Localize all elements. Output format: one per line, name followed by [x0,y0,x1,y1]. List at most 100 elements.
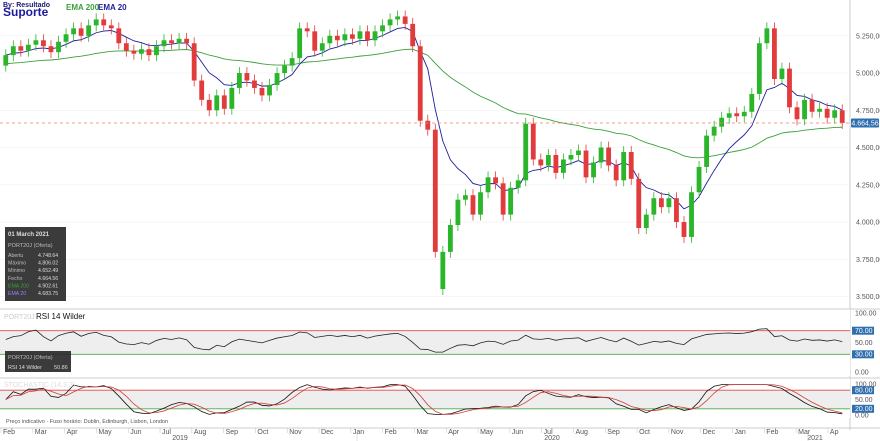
candle-body [138,49,144,54]
candle-body [282,65,288,74]
info-row-value: 4.652.49 [38,268,58,274]
candle-body [560,159,566,173]
candle-body [101,19,107,26]
svg-text:4.664,56: 4.664,56 [851,120,878,127]
candle-body [771,28,777,80]
candle-body [756,43,762,94]
rsi-faded-label: PORT20J [4,314,35,321]
rsi-tick-label: 100.00 [855,310,877,317]
ema200-path [5,48,843,159]
candle-body [93,19,99,26]
candle-body [342,34,348,41]
month-label: Ap [830,429,839,436]
candle-body [500,183,506,215]
ema20-legend[interactable]: EMA 20 [98,3,127,12]
candle-body [704,135,710,167]
info-row-value: 4.664.56 [38,276,58,282]
candle-body [726,113,732,118]
candle-body [63,34,69,42]
stoch-tick-label: 20.00 [855,406,873,413]
info-row-label: Abertu [8,253,23,259]
stoch-band [0,390,850,409]
stoch-d-line [5,384,843,415]
candle-body [214,95,220,111]
info-row-label: Máximo [8,261,26,267]
candle-body [334,35,340,41]
month-label: Apr [448,429,460,436]
candle-body [199,80,205,100]
candle-body [817,108,823,112]
candle-body [689,192,694,237]
month-label: Nov [289,429,302,436]
candle-body [380,25,385,32]
candle-body [591,162,596,178]
candle-body [824,108,830,118]
month-label: Apr [67,429,79,436]
ema200-legend[interactable]: EMA 200 [66,3,100,12]
candle-body [658,198,664,208]
candle-body [764,28,770,44]
candle-body [108,25,114,29]
rsi-tick-label: 30.00 [855,352,873,359]
rsi-tick-highlight [852,326,874,335]
candle-body [349,34,355,39]
candle-body [613,165,619,181]
candle-body [78,28,84,36]
overlay-title: Suporte [3,5,49,19]
rsi-info-label: RSI 14 Wilder [8,365,42,371]
candle-body [236,73,242,88]
rsi-info-panel: PORT20J (Oferta) RSI 14 Wilder 50.86 [5,351,71,372]
month-label: Mar [416,429,429,436]
candle-body [33,40,39,45]
candle-body [3,55,9,66]
time-axis-years: 2019 2020 2021 [172,434,823,441]
month-label: May [98,429,112,436]
month-label: Dec [321,429,334,436]
candle-body [749,93,755,112]
candle-body [327,35,333,44]
rsi-band [0,330,850,355]
stoch-tick-label: 0.00 [855,412,869,419]
candle-body [425,120,431,130]
candle-body [229,87,235,109]
ema20-line [5,26,843,210]
candle-body [169,40,174,44]
stoch-k-line [5,384,843,415]
candle-body [576,150,581,155]
candle-body [25,44,31,51]
footer-note: Preço indicativo · Fuso horário: Dublin,… [6,419,168,425]
candle-body [191,43,197,81]
candle-body [86,25,92,36]
year-label: 2020 [544,435,560,441]
current-price-tag[interactable]: 4.664,56 [851,118,879,128]
month-label: Mar [35,429,48,436]
candle-body [643,214,649,229]
candle-body [515,180,521,188]
candle-body [440,251,446,290]
candle-body [116,28,122,44]
candle-body [387,19,393,26]
candle-body [741,111,747,117]
month-label: Feb [3,429,15,436]
rsi-title: RSI 14 Wilder [36,312,86,321]
candle-body [41,40,46,47]
rsi-tick-label: 0.00 [855,369,869,376]
candle-body [395,16,401,20]
month-label: May [480,429,494,436]
candle-body [18,46,24,51]
candle-body [161,40,167,47]
month-label: Dec [703,429,716,436]
candle-body [402,16,408,24]
candle-body [417,46,423,121]
price-tick-label: 4.750,00 [856,108,880,115]
candle-body [123,43,129,51]
candle-body [674,198,679,223]
candle-body [357,31,363,39]
candle-body [779,68,785,80]
stoch-tick-label: 50.00 [855,397,873,404]
candle-body [583,150,589,178]
candle-body [221,95,227,109]
month-label: Oct [257,429,268,436]
